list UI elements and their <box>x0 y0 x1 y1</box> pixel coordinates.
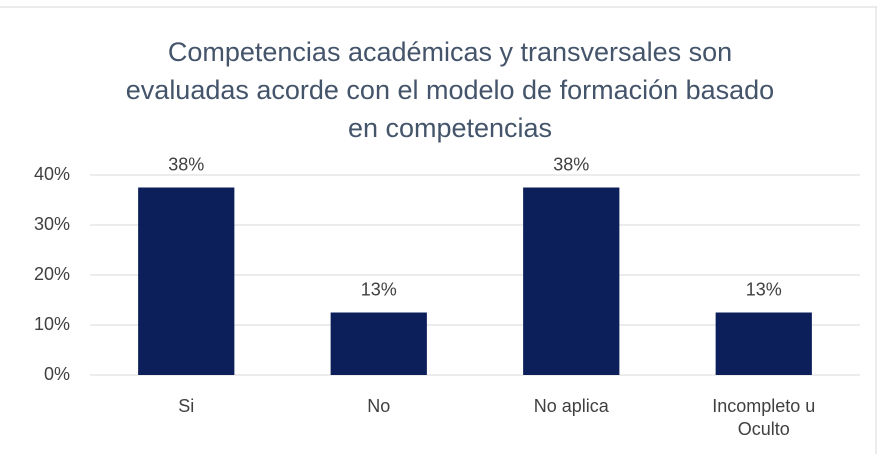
bar <box>715 312 812 375</box>
y-tick-label: 20% <box>34 264 70 284</box>
x-tick-label: Incompleto u Oculto <box>712 396 816 439</box>
bar <box>523 187 620 375</box>
y-tick-label: 0% <box>44 364 70 384</box>
x-tick-label: No <box>367 396 391 416</box>
y-tick-label: 10% <box>34 314 70 334</box>
y-tick-label: 30% <box>34 214 70 234</box>
data-label: 13% <box>361 279 397 299</box>
x-tick-label: No aplica <box>533 396 609 416</box>
bar <box>330 312 427 375</box>
data-label: 13% <box>746 279 782 299</box>
y-tick-label: 40% <box>34 164 70 184</box>
chart-title: Competencias académicas y transversales … <box>125 37 775 143</box>
x-tick-label: Si <box>178 396 195 416</box>
data-label: 38% <box>168 154 204 174</box>
bar <box>138 187 235 375</box>
data-label: 38% <box>553 154 589 174</box>
